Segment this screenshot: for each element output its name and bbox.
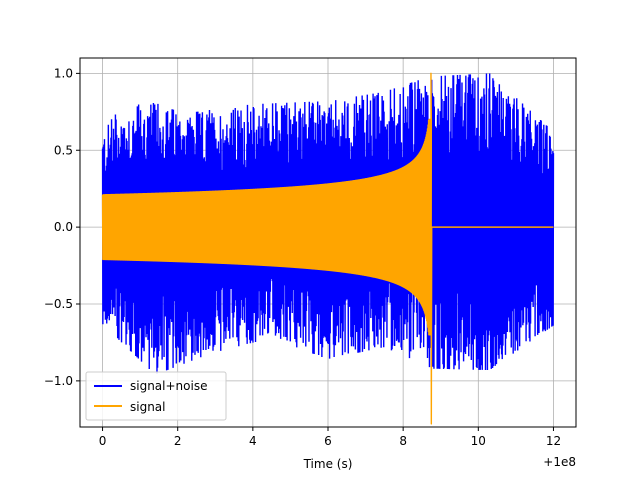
y-tick-label: 0.0 bbox=[54, 220, 73, 234]
x-tick-label: 12 bbox=[546, 434, 561, 448]
y-tick-label: 0.5 bbox=[54, 143, 73, 157]
legend-box bbox=[85, 371, 227, 421]
plot-area bbox=[101, 72, 555, 425]
x-tick-label: 2 bbox=[174, 434, 182, 448]
x-tick-label: 6 bbox=[324, 434, 332, 448]
y-tick-label: 1.0 bbox=[54, 66, 73, 80]
x-tick-label: 4 bbox=[249, 434, 257, 448]
x-tick-label: 8 bbox=[399, 434, 407, 448]
x-tick-label: 10 bbox=[471, 434, 486, 448]
legend-label-signal-noise: signal+noise bbox=[130, 379, 207, 393]
y-tick-label: −1.0 bbox=[44, 374, 73, 388]
x-tick-label: 0 bbox=[99, 434, 107, 448]
series-line-signal bbox=[101, 72, 554, 425]
legend-label-signal: signal bbox=[130, 400, 166, 414]
x-offset-label: +1e8 bbox=[543, 455, 576, 469]
ticks: 0 2 4 6 8 10 12 −1.0 −0.5 0.0 0.5 1.0 bbox=[44, 66, 561, 448]
series-line-signal-noise bbox=[101, 73, 555, 374]
x-axis-label: Time (s) bbox=[303, 457, 353, 471]
legend: signal+noise signal bbox=[85, 371, 227, 421]
y-tick-label: −0.5 bbox=[44, 297, 73, 311]
